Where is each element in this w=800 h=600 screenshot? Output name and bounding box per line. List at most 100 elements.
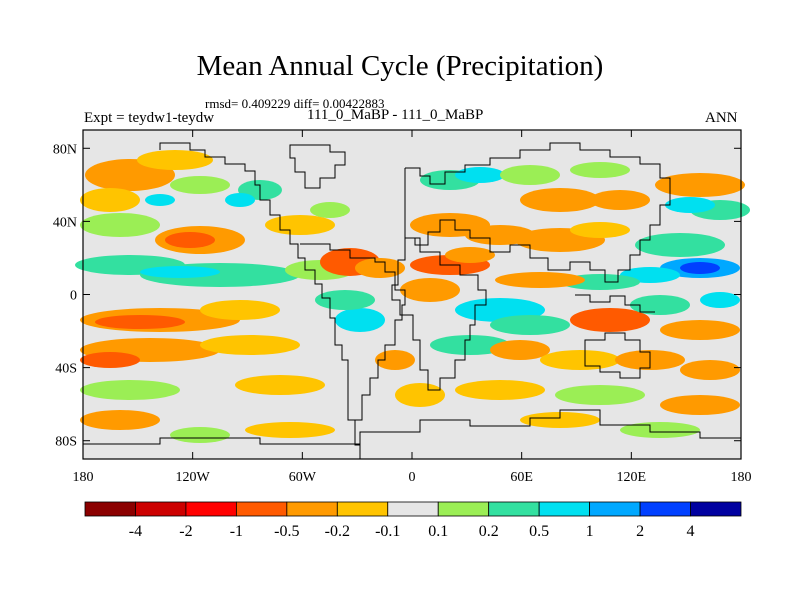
colorbar-label: 4 <box>687 523 695 540</box>
x-tick-label: 180 <box>731 470 752 485</box>
colorbar-label: -2 <box>179 523 192 540</box>
anomaly-region-34 <box>655 173 745 197</box>
colorbar-label: 2 <box>636 523 644 540</box>
anomaly-region-12 <box>140 266 220 278</box>
anomaly-region-22 <box>80 352 140 368</box>
colorbar-label: 0.1 <box>428 523 448 540</box>
anomaly-region-67 <box>395 383 445 407</box>
x-tick-label: 60E <box>510 470 533 485</box>
anomaly-region-27 <box>245 422 335 438</box>
colorbar-swatch-7 <box>437 501 490 517</box>
anomaly-region-1 <box>137 150 213 170</box>
anomaly-region-5 <box>225 193 255 207</box>
colorbar-swatch-11 <box>639 501 691 517</box>
y-axis: 80N 40N 0 40S 80S <box>53 142 741 450</box>
anomaly-region-51 <box>490 315 570 335</box>
x-tick-label: 180 <box>73 470 94 485</box>
colorbar-swatch-2 <box>185 501 237 517</box>
anomaly-region-56 <box>700 292 740 308</box>
coastline-greenland <box>289 144 346 189</box>
x-tick-label: 120E <box>617 470 647 485</box>
anomaly-region-54 <box>630 295 690 315</box>
anomaly-region-66 <box>620 422 700 438</box>
anomaly-region-24 <box>80 380 180 400</box>
anomaly-region-23 <box>200 335 300 355</box>
coastline-eurasia <box>404 142 671 283</box>
colorbar-swatch-1 <box>135 501 187 517</box>
anomaly-region-58 <box>490 340 550 360</box>
anomaly-region-41 <box>635 233 725 257</box>
experiment-subtitle: 111_0_MaBP - 111_0_MaBP <box>307 107 484 123</box>
y-tick-label: 40S <box>55 362 77 377</box>
x-axis: 180 120W 60W 0 60E 120E 180 <box>73 130 752 485</box>
anomaly-region-59 <box>540 350 620 370</box>
anomaly-region-65 <box>520 412 600 428</box>
colorbar-swatch-9 <box>538 501 591 517</box>
colorbar-swatch-6 <box>387 501 439 517</box>
anomaly-region-69 <box>145 194 175 206</box>
anomaly-region-33 <box>590 190 650 210</box>
anomaly-region-17 <box>95 315 185 329</box>
plot-area <box>75 130 750 459</box>
colorbar-label: -0.2 <box>325 523 350 540</box>
anomaly-region-43 <box>680 262 720 274</box>
coastline-south-america-east <box>300 243 406 421</box>
colorbar: -4 -2 -1 -0.5 -0.2 -0.1 0.1 0.2 0.5 1 2 4 <box>84 501 742 540</box>
coastline-africa <box>391 237 487 391</box>
y-tick-label: 80N <box>53 142 77 157</box>
colorbar-swatch-8 <box>488 501 540 517</box>
colorbar-label: -0.5 <box>274 523 299 540</box>
anomaly-region-32 <box>520 188 600 212</box>
anomaly-region-18 <box>200 300 280 320</box>
x-tick-label: 0 <box>409 470 416 485</box>
colorbar-swatch-12 <box>690 501 742 517</box>
anomaly-region-26 <box>80 410 160 430</box>
anomaly-region-40 <box>570 222 630 238</box>
y-tick-label: 40N <box>53 215 77 230</box>
colorbar-swatch-4 <box>286 501 338 517</box>
colorbar-label: 0.5 <box>529 523 549 540</box>
x-tick-label: 60W <box>289 470 317 485</box>
colorbar-label: -1 <box>230 523 243 540</box>
anomaly-region-61 <box>680 360 740 380</box>
anomaly-region-19 <box>335 308 385 332</box>
anomaly-region-2 <box>80 188 140 212</box>
coastline-layer <box>83 142 741 459</box>
anomaly-region-46 <box>495 272 585 288</box>
coastline-antarctica <box>83 409 741 445</box>
anomaly-region-62 <box>455 380 545 400</box>
colorbar-swatch-0 <box>84 501 136 517</box>
anomaly-region-28 <box>170 427 230 443</box>
colorbar-swatch-5 <box>336 501 389 517</box>
anomaly-region-71 <box>570 162 630 178</box>
colorbar-label: 1 <box>586 523 594 540</box>
colorbar-label: -0.1 <box>375 523 400 540</box>
y-tick-label: 0 <box>70 289 77 304</box>
y-tick-label: 80S <box>55 435 77 450</box>
anomaly-region-31 <box>500 165 560 185</box>
anomaly-region-9 <box>265 215 335 235</box>
colorbar-label: -4 <box>129 523 142 540</box>
anomaly-region-15 <box>355 258 405 278</box>
anomaly-region-48 <box>445 247 495 263</box>
anomaly-region-49 <box>400 278 460 302</box>
chart-title: Mean Annual Cycle (Precipitation) <box>196 50 604 82</box>
anomaly-region-8 <box>165 232 215 248</box>
experiment-label: Expt = teydw1-teydw <box>84 110 215 126</box>
anomaly-region-53 <box>590 314 630 326</box>
colorbar-swatch-3 <box>235 501 288 517</box>
anomaly-region-70 <box>310 202 350 218</box>
coastline-australia <box>584 332 651 379</box>
anomaly-region-55 <box>660 320 740 340</box>
stats-label: rmsd= 0.409229 diff= 0.00422883 <box>205 96 385 111</box>
anomaly-region-6 <box>80 213 160 237</box>
anomaly-region-63 <box>555 385 645 405</box>
anomaly-region-64 <box>660 395 740 415</box>
anomaly-region-30 <box>455 167 505 183</box>
x-tick-label: 120W <box>176 470 211 485</box>
anomaly-region-36 <box>665 197 715 213</box>
colorbar-swatch-10 <box>589 501 641 517</box>
anomaly-region-20 <box>315 290 375 310</box>
anomaly-region-25 <box>235 375 325 395</box>
